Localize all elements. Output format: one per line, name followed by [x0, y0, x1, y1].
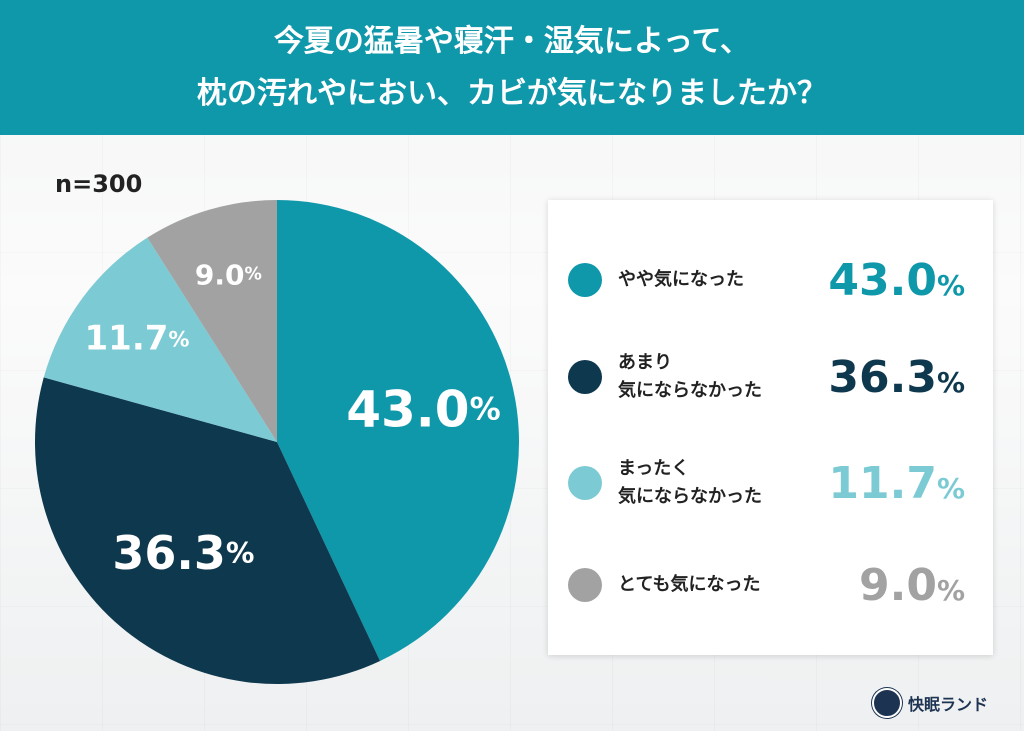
- chart-title: 今夏の猛暑や寝汗・湿気によって、 枕の汚れやにおい、カビが気になりましたか？: [0, 0, 1024, 135]
- pie-slice: [147, 200, 277, 442]
- legend-value: 11.7%: [828, 457, 965, 509]
- legend-label: まったく 気にならなかった: [618, 458, 762, 507]
- legend-label: あまり 気にならなかった: [618, 352, 762, 401]
- slice-data-label: 43.0%: [346, 380, 500, 438]
- legend-swatch: [568, 466, 602, 500]
- slice-data-label: 36.3%: [112, 526, 254, 580]
- legend-label: とても気になった: [618, 574, 761, 595]
- title-line-2: 枕の汚れやにおい、カビが気になりましたか？: [197, 75, 827, 111]
- legend-swatch: [568, 263, 602, 297]
- legend-value: 43.0%: [828, 254, 965, 306]
- legend: やや気になった 43.0% あまり 気にならなかった 36.3% まったく 気になら…: [548, 200, 993, 655]
- slice-data-label: 11.7%: [85, 318, 190, 358]
- legend-value: 9.0%: [858, 559, 965, 611]
- pie-slice: [35, 377, 381, 684]
- brand-mark-icon: [872, 688, 902, 718]
- pie-slice: [43, 237, 277, 442]
- legend-item: やや気になった 43.0%: [548, 235, 993, 325]
- brand-name: 快眠ランド: [908, 695, 989, 714]
- legend-value: 36.3%: [828, 351, 965, 403]
- legend-swatch: [568, 360, 602, 394]
- pie-slice: [277, 200, 519, 661]
- legend-item: まったく 気にならなかった 11.7%: [548, 438, 993, 528]
- slice-data-label: 9.0%: [195, 258, 262, 291]
- title-line-1: 今夏の猛暑や寝汗・湿気によって、: [273, 23, 751, 59]
- brand-logo: 快眠ランド: [872, 688, 988, 718]
- sample-size: n=300: [55, 170, 143, 198]
- legend-swatch: [568, 568, 602, 602]
- legend-item: あまり 気にならなかった 36.3%: [548, 332, 993, 422]
- legend-label: やや気になった: [618, 269, 744, 290]
- legend-item: とても気になった 9.0%: [548, 540, 993, 630]
